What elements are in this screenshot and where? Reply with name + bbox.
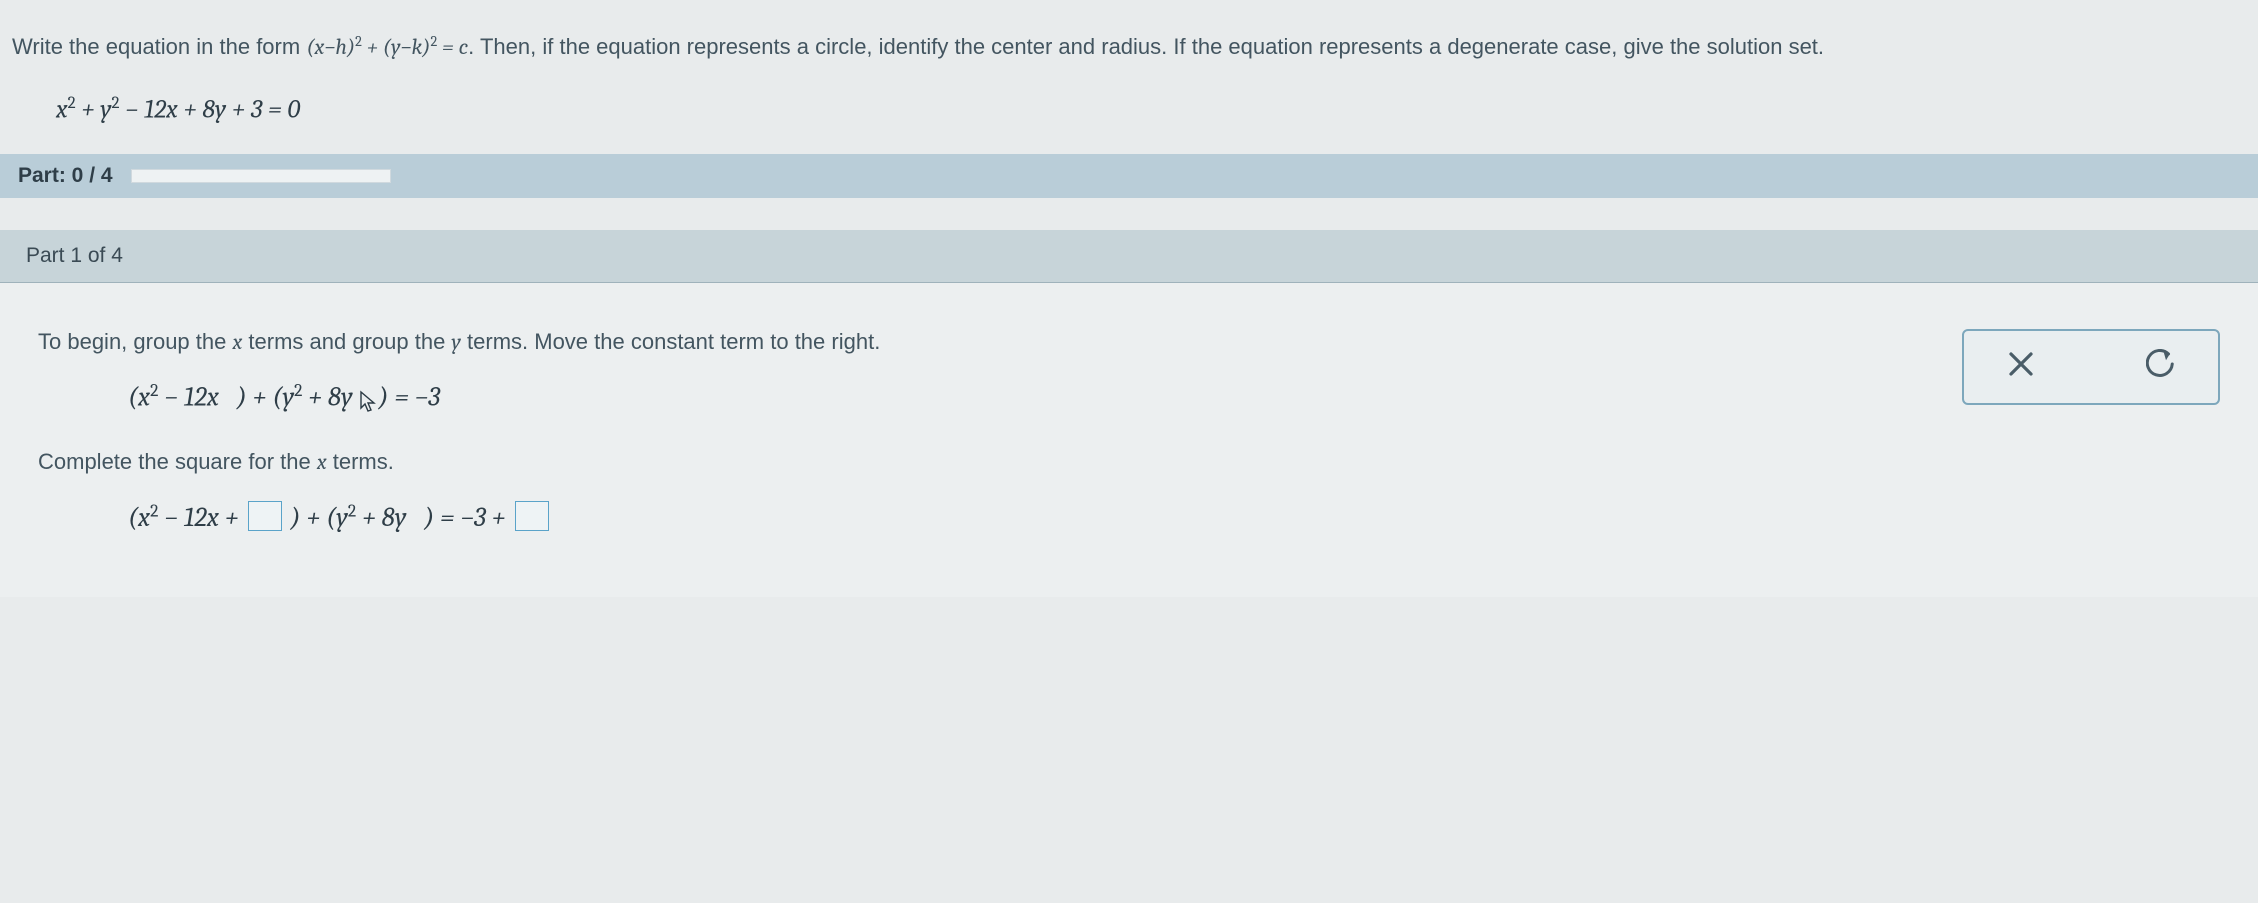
progress-label: Part: 0 / 4 [18, 164, 113, 188]
blank-input-1[interactable] [248, 501, 282, 531]
progress-bar: Part: 0 / 4 [0, 154, 2258, 198]
x-icon [2006, 349, 2036, 379]
part-body: To begin, group the x terms and group th… [0, 283, 2258, 597]
question-prompt: Write the equation in the form (x−h)2 + … [0, 30, 2258, 82]
prompt-formula: (x−h)2 + (y−k)2 = c [306, 34, 468, 60]
step2-equation: (x2 − 12x + ) + (y2 + 8y ) = −3 + [38, 501, 1882, 533]
prompt-prefix: Write the equation in the form [12, 34, 306, 59]
prompt-suffix: . Then, if the equation represents a cir… [468, 34, 1824, 59]
clear-button[interactable] [2006, 349, 2036, 385]
undo-button[interactable] [2146, 349, 2176, 385]
step1-equation: (x2 − 12x ) + (y2 + 8y ) = −3 [38, 381, 1882, 421]
step2-text: Complete the square for the x terms. [38, 449, 1882, 475]
cursor-icon [358, 390, 378, 421]
part-header-label: Part 1 of 4 [26, 244, 123, 267]
undo-icon [2146, 349, 2176, 379]
part-header: Part 1 of 4 [0, 230, 2258, 283]
action-box [1962, 329, 2220, 405]
blank-input-2[interactable] [515, 501, 549, 531]
step1-text: To begin, group the x terms and group th… [38, 329, 1882, 355]
given-equation: x2 + y2 − 12x + 8y + 3 = 0 [0, 82, 2258, 154]
progress-track [131, 169, 391, 183]
